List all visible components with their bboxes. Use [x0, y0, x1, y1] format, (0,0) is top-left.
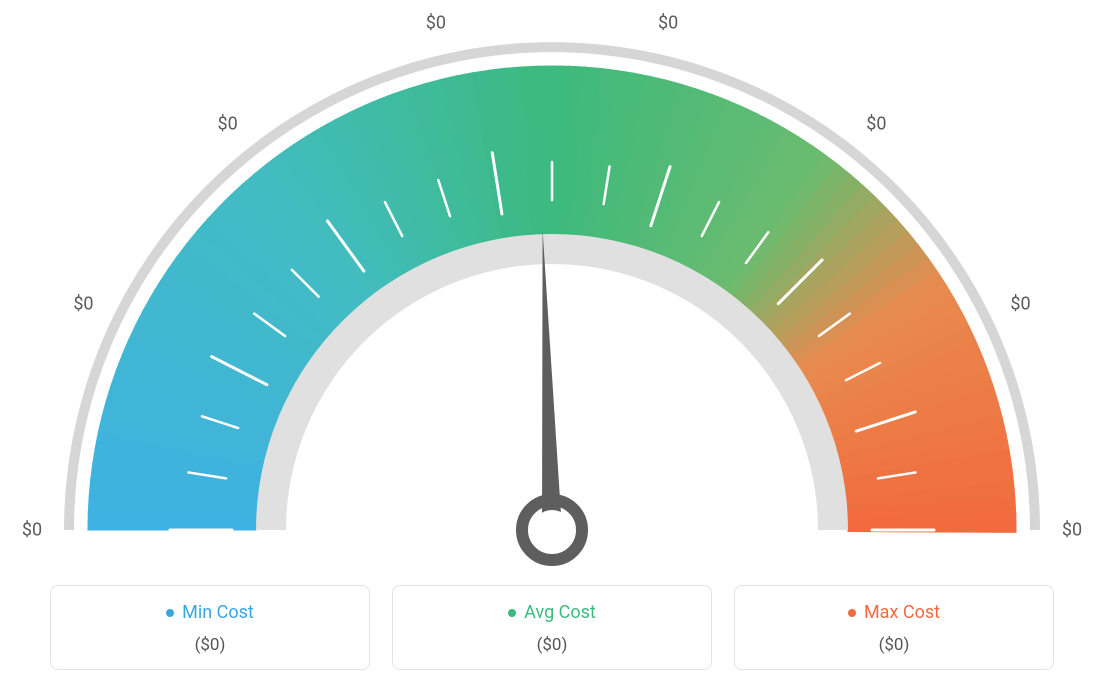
gauge-scale-label: $0 — [658, 13, 678, 34]
legend-value-avg: ($0) — [403, 635, 701, 655]
legend-bullet-min — [166, 609, 174, 617]
gauge-scale-label: $0 — [866, 113, 886, 134]
legend-title-min: Min Cost — [61, 602, 359, 623]
legend-label-max: Max Cost — [864, 602, 940, 623]
gauge-scale-label: $0 — [426, 13, 446, 34]
legend-bullet-avg — [508, 609, 516, 617]
legend-label-min: Min Cost — [182, 602, 254, 623]
legend-value-max: ($0) — [745, 635, 1043, 655]
legend-value-min: ($0) — [61, 635, 359, 655]
legend-card-min: Min Cost ($0) — [50, 585, 370, 670]
legend-label-avg: Avg Cost — [524, 602, 596, 623]
legend-card-max: Max Cost ($0) — [734, 585, 1054, 670]
gauge-scale-label: $0 — [73, 294, 93, 315]
legend-title-avg: Avg Cost — [403, 602, 701, 623]
gauge-scale-label: $0 — [1010, 294, 1030, 315]
gauge-chart: $0 $0 $0 $0 $0 $0 $0 $0 — [0, 0, 1104, 560]
legend-bullet-max — [848, 609, 856, 617]
gauge-scale-label: $0 — [1062, 520, 1082, 541]
gauge-svg — [0, 20, 1104, 600]
legend-card-avg: Avg Cost ($0) — [392, 585, 712, 670]
gauge-scale-label: $0 — [217, 113, 237, 134]
legend-row: Min Cost ($0) Avg Cost ($0) Max Cost ($0… — [40, 585, 1064, 670]
legend-title-max: Max Cost — [745, 602, 1043, 623]
gauge-scale-label: $0 — [22, 520, 42, 541]
